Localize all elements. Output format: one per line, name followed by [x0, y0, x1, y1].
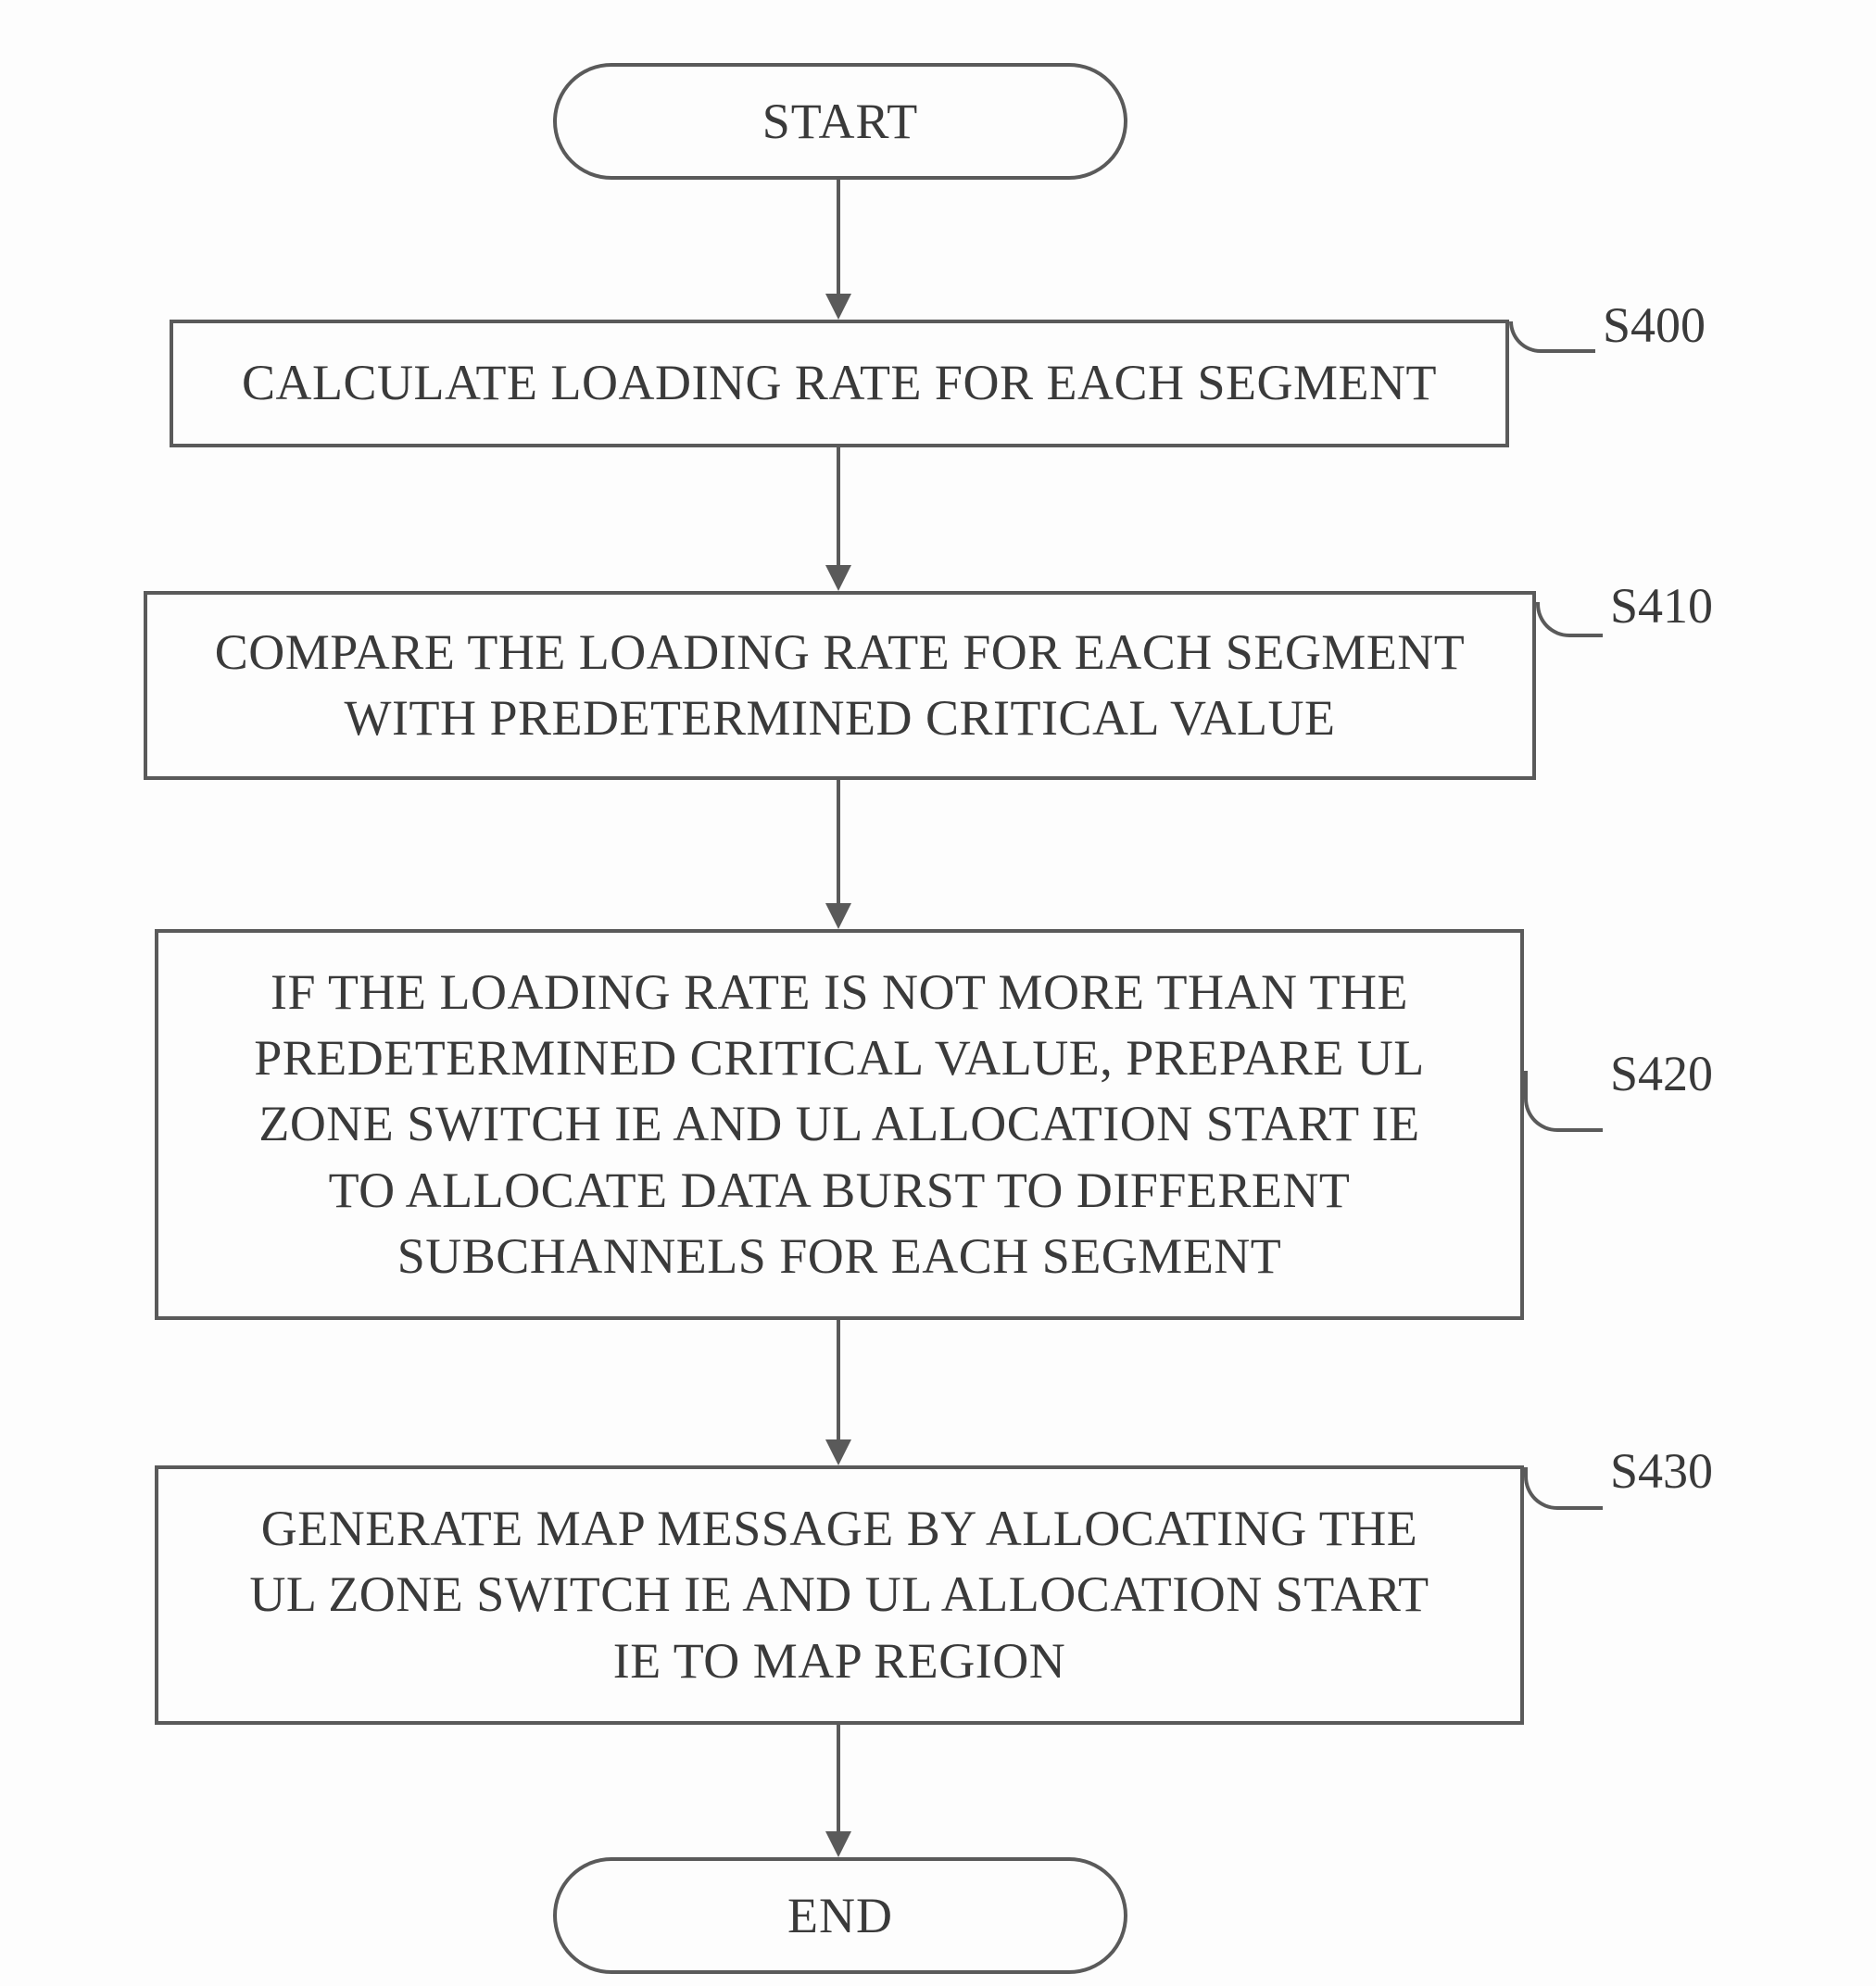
- connector-s420: [1524, 1071, 1603, 1132]
- process-s430: GENERATE MAP MESSAGE BY ALLOCATING THE U…: [155, 1465, 1524, 1725]
- connector-s410: [1536, 602, 1603, 637]
- process-s420: IF THE LOADING RATE IS NOT MORE THAN THE…: [155, 929, 1524, 1320]
- arrow-s430-end: [825, 1725, 851, 1857]
- process-s430-text: GENERATE MAP MESSAGE BY ALLOCATING THE U…: [249, 1496, 1429, 1694]
- end-label: END: [787, 1887, 893, 1944]
- step-label-s400: S400: [1603, 296, 1706, 354]
- process-s400-text: CALCULATE LOADING RATE FOR EACH SEGMENT: [242, 350, 1437, 416]
- start-label: START: [762, 93, 918, 150]
- flowchart-container: START CALCULATE LOADING RATE FOR EACH SE…: [0, 0, 1876, 1986]
- arrow-s400-s410: [825, 447, 851, 591]
- process-s400: CALCULATE LOADING RATE FOR EACH SEGMENT: [170, 320, 1509, 447]
- process-s420-text: IF THE LOADING RATE IS NOT MORE THAN THE…: [254, 960, 1425, 1289]
- step-label-s410: S410: [1610, 577, 1713, 635]
- connector-s430: [1524, 1467, 1603, 1510]
- arrow-s420-s430: [825, 1320, 851, 1465]
- process-s410-text: COMPARE THE LOADING RATE FOR EACH SEGMEN…: [215, 620, 1466, 752]
- step-label-s420: S420: [1610, 1045, 1713, 1102]
- step-label-s430: S430: [1610, 1442, 1713, 1500]
- arrow-start-s400: [825, 180, 851, 320]
- arrow-s410-s420: [825, 780, 851, 929]
- process-s410: COMPARE THE LOADING RATE FOR EACH SEGMEN…: [144, 591, 1536, 780]
- start-terminator: START: [553, 63, 1127, 180]
- connector-s400: [1509, 321, 1595, 353]
- end-terminator: END: [553, 1857, 1127, 1974]
